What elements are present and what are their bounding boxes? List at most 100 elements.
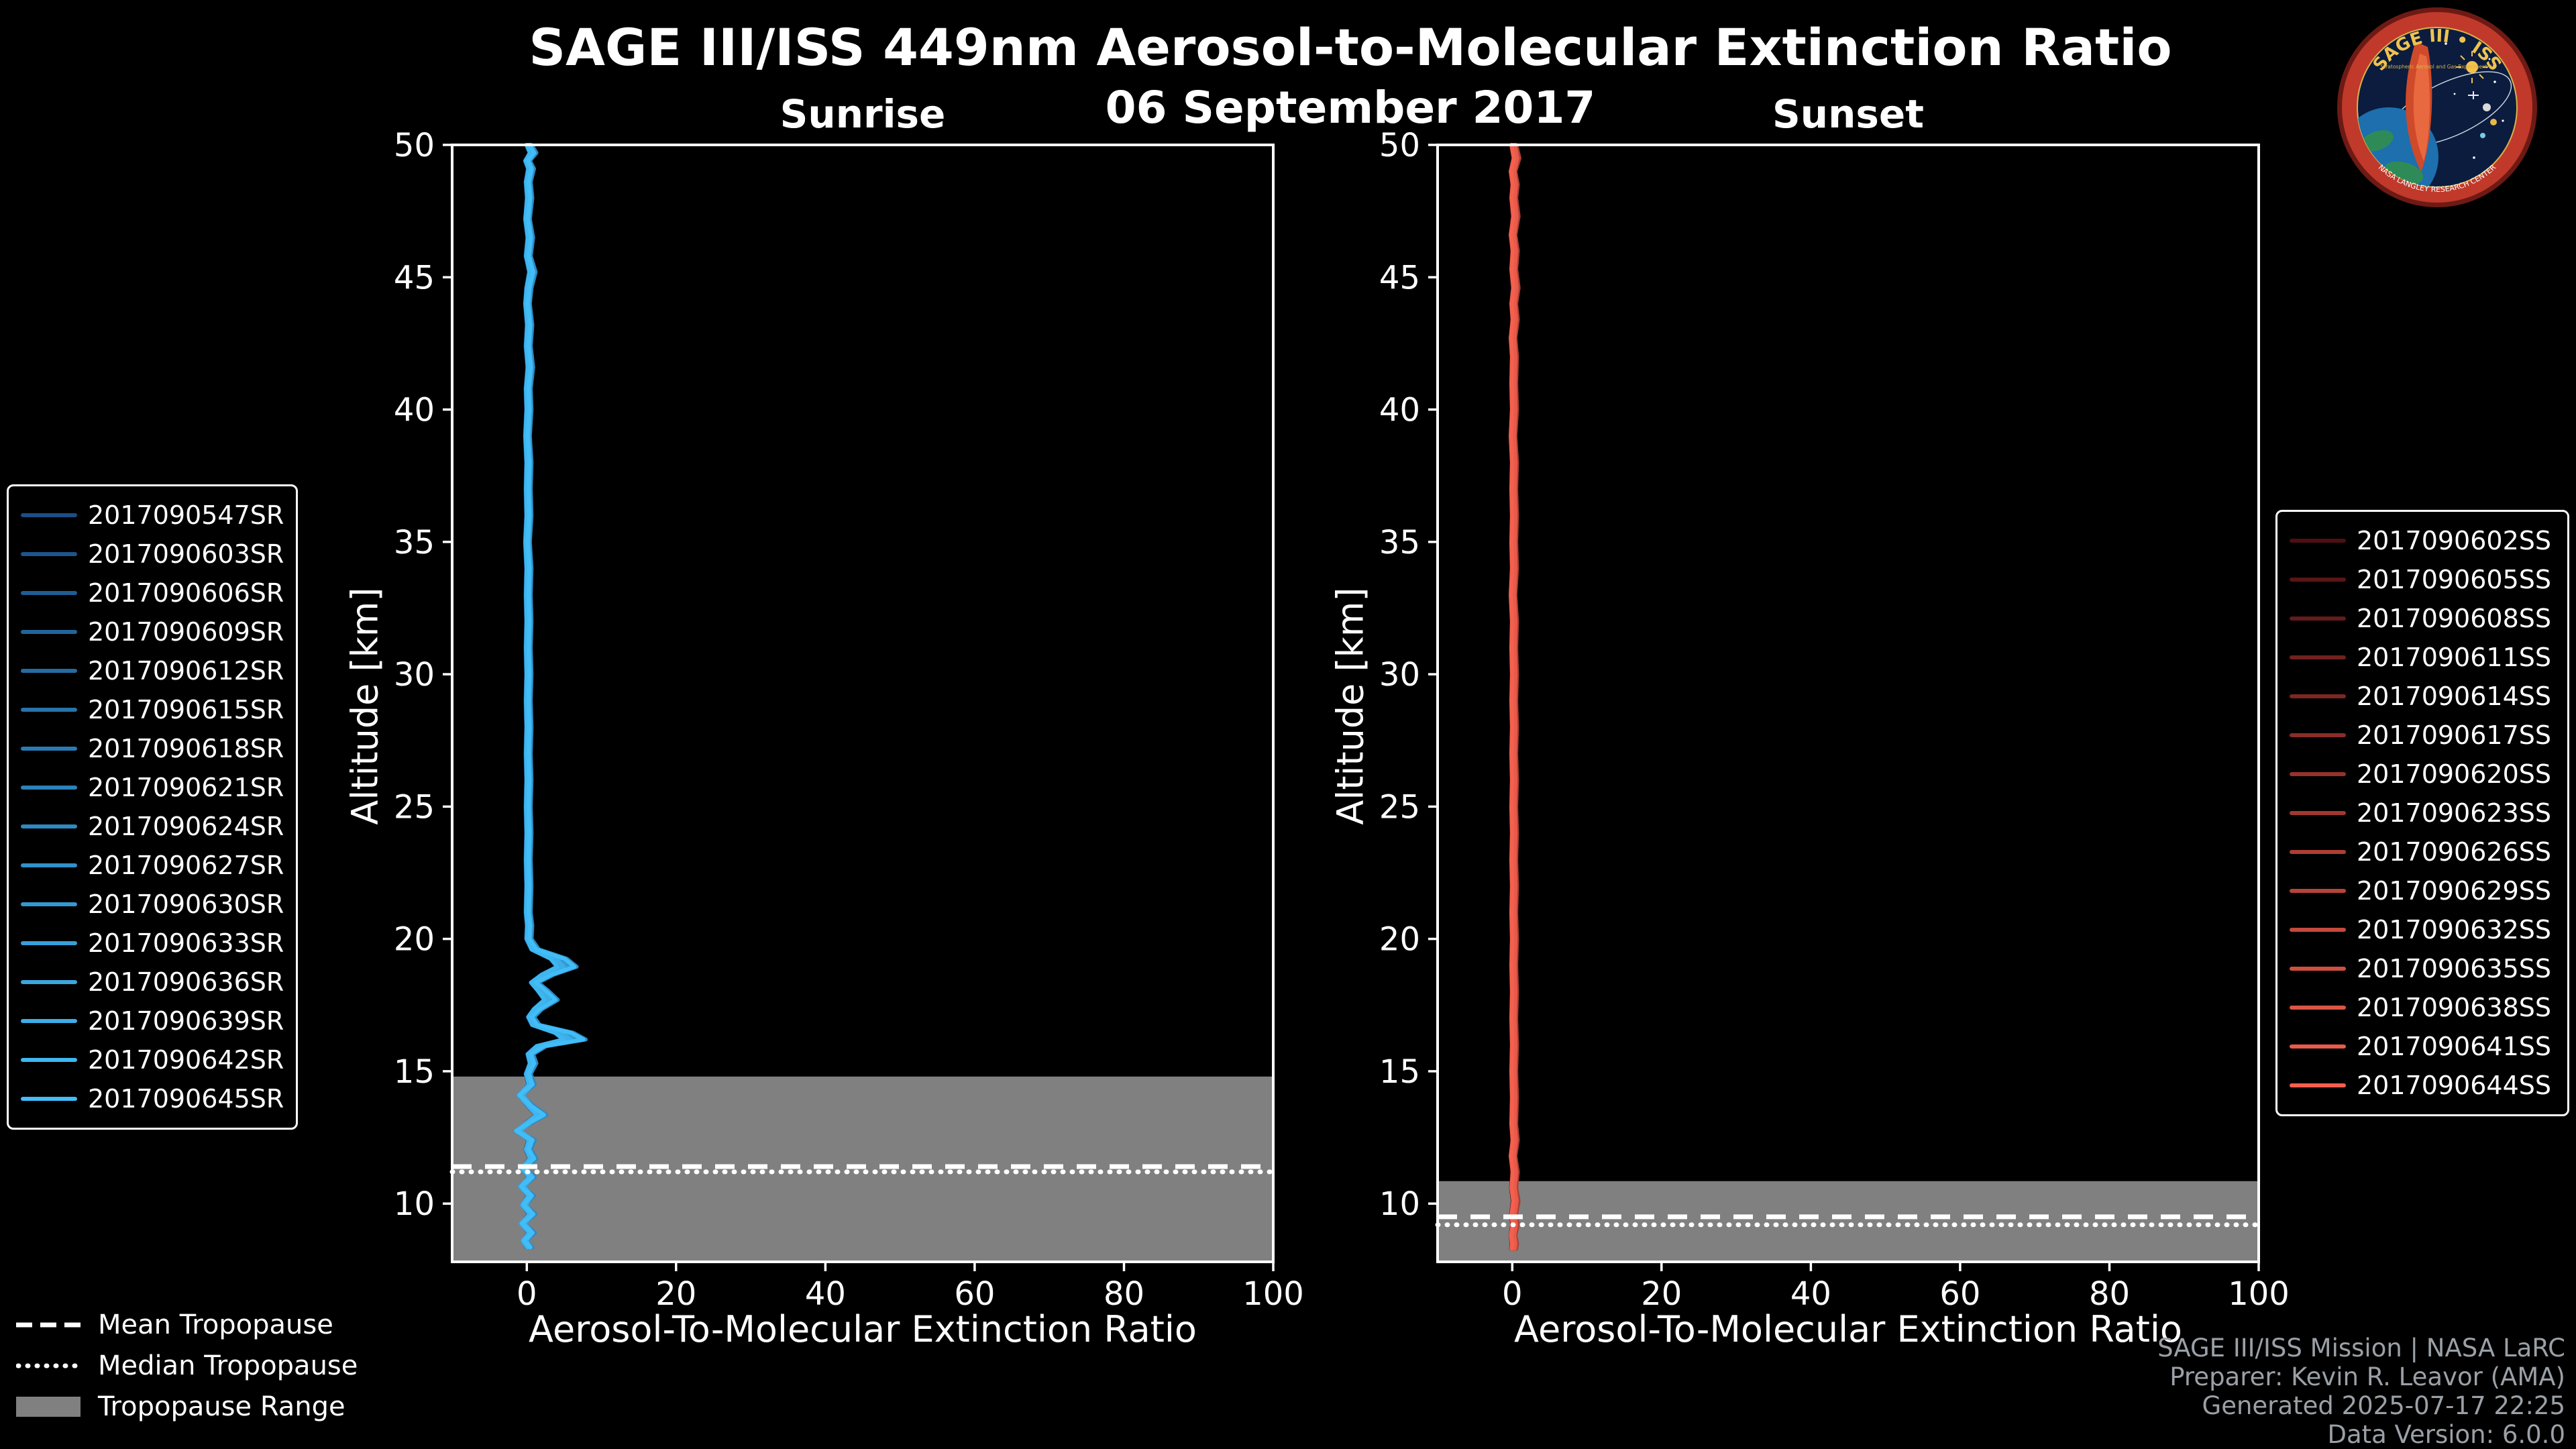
- legend-line-sample: [21, 786, 77, 790]
- legend-line-sample: [21, 591, 77, 595]
- legend-item: 2017090629SS: [2283, 871, 2562, 910]
- iss: [2468, 91, 2479, 99]
- x-tick-label: 20: [1641, 1275, 1682, 1313]
- legend-label: 2017090642SR: [88, 1045, 284, 1075]
- legend-item: 2017090627SR: [14, 846, 290, 885]
- legend-line-sample: [2290, 811, 2346, 815]
- legend-item: 2017090638SS: [2283, 988, 2562, 1027]
- legend-line-sample: [2290, 655, 2346, 659]
- legend-label: 2017090603SR: [88, 539, 284, 569]
- legend-line-sample: [2290, 1006, 2346, 1010]
- legend-item: 2017090630SR: [14, 885, 290, 924]
- x-tick-label: 40: [805, 1275, 846, 1313]
- legend-label: 2017090633SR: [88, 928, 284, 958]
- y-tick-label: 35: [1379, 524, 1420, 561]
- legend-item: 2017090606SR: [14, 574, 290, 612]
- legend-label: 2017090609SR: [88, 617, 284, 647]
- dotted-line-sample: [16, 1363, 80, 1368]
- x-tick-label: 100: [2228, 1275, 2290, 1313]
- legend-label: 2017090629SS: [2357, 876, 2552, 906]
- legend-label: 2017090639SR: [88, 1006, 284, 1036]
- legend-line-sample: [2290, 616, 2346, 621]
- legend-label: 2017090645SR: [88, 1084, 284, 1114]
- y-tick-label: 35: [394, 524, 435, 561]
- legend-line-sample: [21, 1097, 77, 1101]
- legend-item: 2017090611SS: [2283, 638, 2562, 677]
- tropopause-range-band: [1438, 1181, 2259, 1262]
- legend-label: 2017090630SR: [88, 890, 284, 919]
- y-tick-label: 20: [1379, 921, 1420, 959]
- y-tick-label: 25: [1379, 788, 1420, 826]
- legend-label: 2017090611SS: [2357, 643, 2552, 672]
- legend-item: 2017090635SS: [2283, 949, 2562, 988]
- x-axis-label-sunrise: Aerosol-To-Molecular Extinction Ratio: [529, 1308, 1197, 1350]
- legend-item: 2017090642SR: [14, 1040, 290, 1079]
- legend-line-sample: [21, 552, 77, 556]
- credit-preparer: Preparer: Kevin R. Leavor (AMA): [2169, 1362, 2565, 1391]
- legend-label: 2017090624SR: [88, 812, 284, 841]
- y-tick-label: 40: [1379, 392, 1420, 429]
- legend-item: 2017090623SS: [2283, 794, 2562, 833]
- event-profile-line: [1509, 143, 1516, 1251]
- planet: [2483, 103, 2491, 111]
- legend-label: 2017090605SS: [2357, 565, 2552, 594]
- band-sample: [16, 1396, 80, 1417]
- legend-line-sample: [2290, 928, 2346, 932]
- event-profile-line: [514, 143, 586, 1250]
- sunset-series-legend: 2017090602SS 2017090605SS 2017090608SS 2017…: [2275, 510, 2569, 1116]
- legend-line-sample: [2290, 694, 2346, 698]
- legend-label: 2017090612SR: [88, 656, 284, 686]
- x-tick-label: 60: [954, 1275, 995, 1313]
- y-tick-label: 15: [1379, 1053, 1420, 1091]
- x-tick-label: 60: [1939, 1275, 1980, 1313]
- legend-line-sample: [2290, 1044, 2346, 1049]
- y-tick-label: 20: [394, 921, 435, 959]
- legend-line-sample: [2290, 733, 2346, 737]
- figure-date: 06 September 2017: [1105, 82, 1596, 133]
- legend-item: 2017090608SS: [2283, 599, 2562, 638]
- legend-label-mean-tropopause: Mean Tropopause: [98, 1309, 333, 1340]
- legend-line-sample: [21, 902, 77, 906]
- legend-label: 2017090635SS: [2357, 954, 2552, 983]
- legend-label: 2017090617SS: [2357, 720, 2552, 750]
- legend-item: 2017090603SR: [14, 535, 290, 574]
- plot-frame: [451, 144, 1275, 1263]
- y-tick-label: 25: [394, 788, 435, 826]
- legend-item: 2017090633SR: [14, 924, 290, 963]
- y-tick-label: 40: [394, 392, 435, 429]
- y-tick-label: 15: [394, 1053, 435, 1091]
- legend-label: 2017090644SS: [2357, 1071, 2552, 1100]
- legend-line-sample: [2290, 967, 2346, 971]
- x-tick-label: 80: [2089, 1275, 2130, 1313]
- legend-line-sample: [21, 513, 77, 517]
- legend-label-median-tropopause: Median Tropopause: [98, 1350, 358, 1381]
- legend-item: 2017090639SR: [14, 1002, 290, 1040]
- x-tick-label: 40: [1790, 1275, 1831, 1313]
- x-tick-label: 80: [1104, 1275, 1144, 1313]
- credit-mission: SAGE III/ISS Mission | NASA LaRC: [2157, 1334, 2565, 1362]
- tropopause-range-band: [452, 1076, 1273, 1262]
- y-tick-label: 45: [394, 259, 435, 297]
- y-tick-label: 50: [394, 127, 435, 164]
- legend-label: 2017090636SR: [88, 967, 284, 997]
- legend-item: 2017090614SS: [2283, 677, 2562, 716]
- legend-line-sample: [2290, 1083, 2346, 1087]
- legend-item: 2017090644SS: [2283, 1066, 2562, 1105]
- legend-item: 2017090615SR: [14, 690, 290, 729]
- legend-line-sample: [21, 669, 77, 673]
- legend-line-sample: [2290, 889, 2346, 893]
- event-profile-line: [1512, 143, 1519, 1251]
- legend-line-sample: [21, 1058, 77, 1062]
- credits-block: SAGE III/ISS Mission | NASA LaRC Prepare…: [2157, 1334, 2565, 1449]
- legend-item: 2017090645SR: [14, 1079, 290, 1118]
- legend-item: 2017090602SS: [2283, 521, 2562, 560]
- y-axis-label-sunset: Altitude [km]: [1329, 587, 1372, 825]
- legend-line-sample: [21, 1019, 77, 1023]
- legend-label: 2017090614SS: [2357, 682, 2552, 711]
- credit-data-version: Data Version: 6.0.0: [2327, 1420, 2565, 1449]
- legend-label: 2017090547SR: [88, 500, 284, 530]
- sunset-plot-area: 10 15 20 25 30 35 40 45 50 0 20 40 60 80 100: [1379, 127, 2290, 1313]
- sunrise-plot-area: 10 15 20 25 30 35 40 45 50 0 20 40 60 80 100: [394, 127, 1304, 1313]
- y-tick-label: 30: [1379, 656, 1420, 694]
- legend-label: 2017090641SS: [2357, 1032, 2552, 1061]
